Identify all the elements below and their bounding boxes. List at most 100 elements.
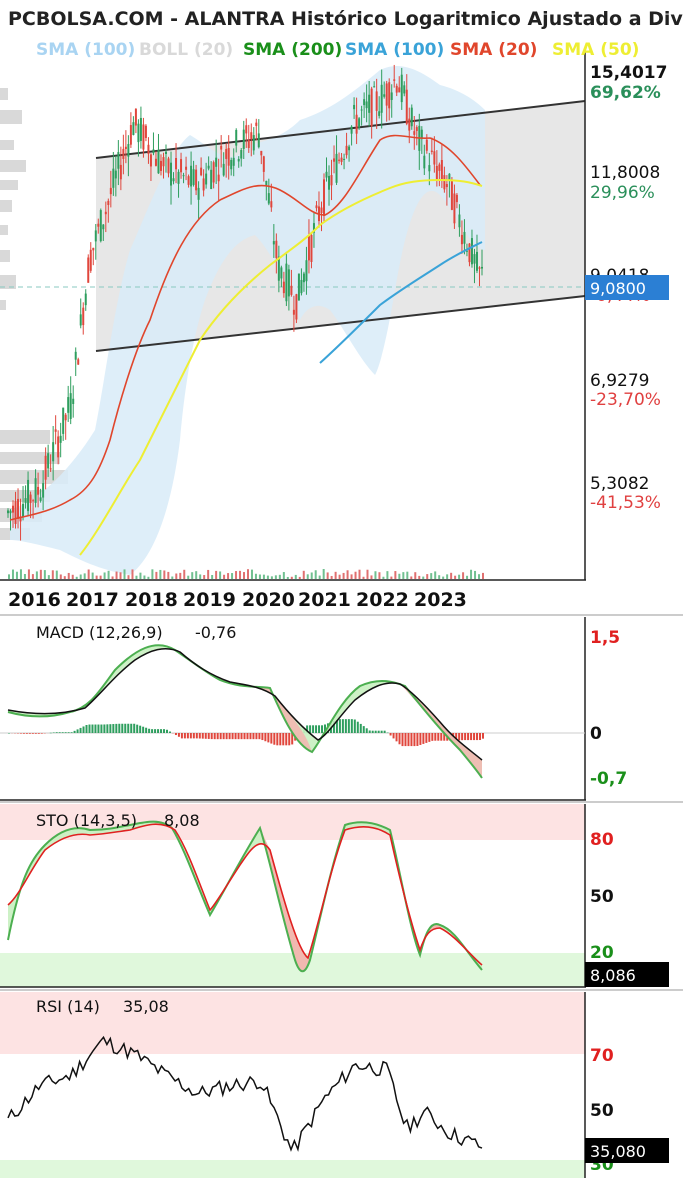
macd-histogram-bar [464, 733, 467, 741]
macd-histogram-bar [455, 733, 458, 741]
macd-histogram-bar [407, 733, 410, 747]
price-axis-labels: 15,4017 69,62% 11,8008 29,96% 9,0418 -0,… [585, 63, 669, 513]
volume-bar [350, 574, 353, 579]
candle-body [17, 498, 20, 519]
volume-bar [91, 572, 94, 579]
volume-bar [55, 570, 58, 579]
candle-body [312, 223, 315, 233]
sto-last-value: 8,086 [590, 966, 636, 985]
macd-histogram-bar [228, 733, 231, 740]
volume-bar [254, 573, 257, 579]
volume-bar [430, 573, 433, 579]
macd-histogram-bar [49, 732, 52, 734]
legend: SMA (100) BOLL (20) SMA (200) SMA (100) … [36, 40, 639, 60]
candle-body [54, 429, 57, 432]
macd-histogram-bar [324, 724, 326, 733]
volume-bar [59, 574, 62, 579]
volume-bar [310, 572, 313, 579]
volume-bar [223, 574, 226, 579]
candle-body [185, 166, 188, 170]
volume-bar [294, 574, 297, 579]
legend-item-boll-20: BOLL (20) [139, 40, 233, 60]
channel-lower-line [95, 295, 586, 352]
macd-histogram-bar [124, 723, 127, 733]
volume-bar [63, 576, 66, 579]
macd-histogram-bar [285, 733, 288, 746]
candle-body [390, 92, 393, 100]
candle-body [378, 111, 381, 116]
year-label: 2019 [183, 589, 236, 611]
candle-body [200, 167, 203, 176]
candle-body [57, 436, 60, 458]
candle-body [297, 273, 300, 301]
volume-bar [398, 573, 401, 579]
candle-body [260, 150, 263, 156]
volume-bar [111, 576, 114, 579]
volume-bar [215, 570, 218, 579]
volume-bar [51, 570, 54, 579]
candle-body [408, 118, 411, 131]
candle-body [212, 162, 215, 183]
macd-histogram-bar [163, 729, 166, 733]
candle-body [360, 109, 363, 111]
chart-title: PCBOLSA.COM - ALANTRA Histórico Logaritm… [8, 8, 683, 30]
candle-body [388, 82, 391, 109]
macd-histogram-bar [19, 733, 22, 734]
candle-body [282, 281, 285, 294]
macd-histogram-bar [55, 732, 58, 733]
candle-body [465, 250, 468, 252]
macd-histogram-bar [91, 724, 94, 733]
last-price-value: 9,0800 [590, 279, 646, 298]
volume-bar [19, 569, 22, 579]
macd-tick-zero: 0 [590, 724, 602, 744]
volume-bar [123, 569, 126, 579]
volume-bar [478, 574, 481, 579]
candle-body [7, 510, 9, 514]
sto-tick-80: 80 [590, 830, 614, 850]
candle-body [44, 455, 47, 480]
volume-bar [250, 569, 253, 579]
volume-bar [203, 575, 206, 579]
volume-bar [43, 570, 46, 579]
macd-histogram-bar [318, 725, 321, 733]
volume-bar [390, 576, 393, 579]
volume-bar [314, 570, 317, 579]
macd-histogram-bar [145, 727, 148, 733]
candle-body [127, 144, 130, 157]
macd-histogram-bar [470, 733, 473, 741]
volume-bar [95, 575, 98, 579]
candle-body [187, 176, 190, 185]
volume-bar [402, 572, 405, 579]
volume-bar [23, 573, 26, 579]
macd-histogram-bar [234, 733, 237, 740]
volume-bar [227, 573, 230, 579]
macd-histogram-bar [380, 730, 383, 733]
volume-bar [278, 574, 281, 579]
candle-body [400, 74, 403, 103]
macd-histogram-bar [240, 733, 243, 740]
volume-bar [79, 574, 82, 579]
candle-body [149, 154, 152, 167]
candle-body [348, 146, 351, 151]
year-label: 2021 [298, 589, 351, 611]
candle-body [222, 163, 225, 176]
volume-bar [370, 575, 373, 579]
macd-histogram-bar [8, 733, 10, 734]
macd-histogram-bar [103, 724, 106, 733]
macd-histogram-bar [160, 729, 163, 733]
macd-histogram-bar [195, 733, 198, 739]
candle-body [27, 479, 30, 512]
candle-body [217, 174, 220, 182]
macd-histogram-bar [261, 733, 264, 741]
macd-histogram-bar [40, 733, 43, 734]
candle-body [192, 169, 195, 185]
macd-histogram-bar [353, 719, 356, 733]
sma-100-line [319, 241, 483, 364]
candle-body [355, 114, 358, 134]
legend-item-sma-100-band: SMA (100) [36, 40, 135, 60]
volume-bar [446, 574, 449, 579]
candle-body [413, 131, 416, 135]
candle-body [287, 269, 290, 297]
candle-body [177, 171, 180, 184]
candle-body [292, 309, 295, 315]
